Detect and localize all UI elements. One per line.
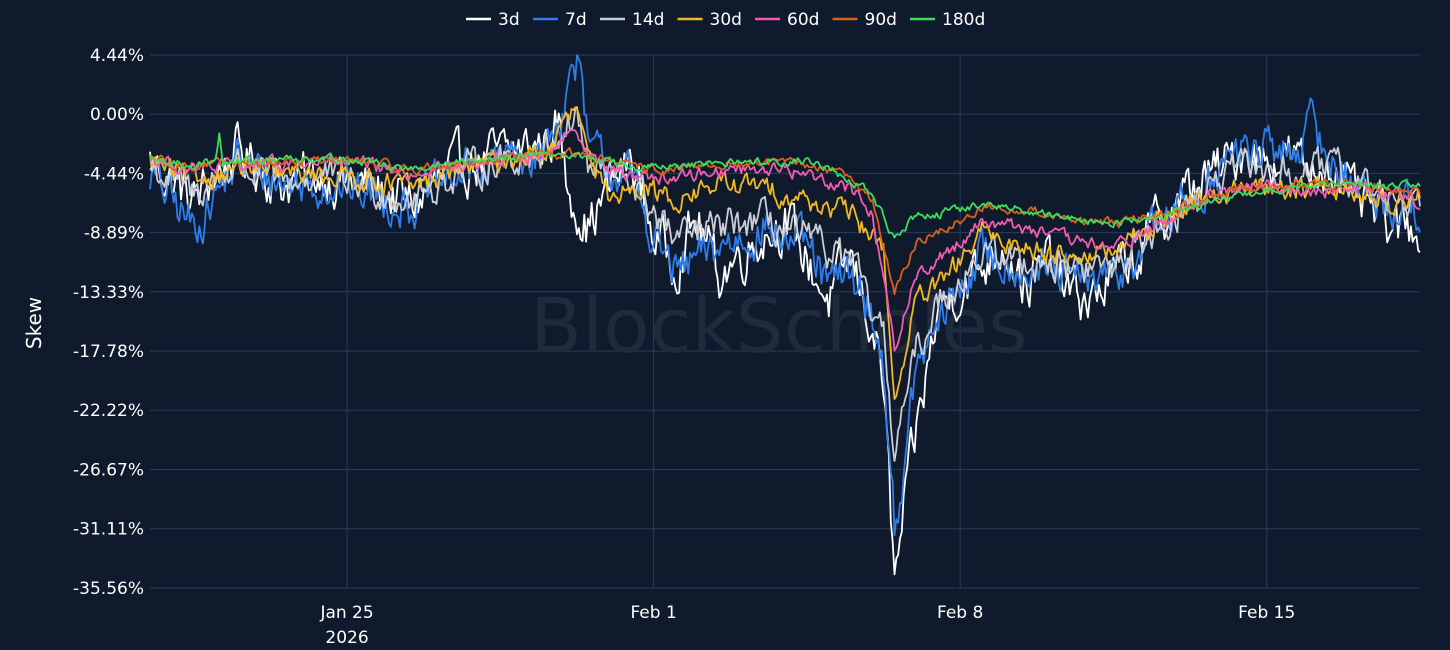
legend-label: 60d: [787, 10, 819, 30]
legend-item-30d[interactable]: 30d: [677, 10, 742, 30]
legend-label: 3d: [498, 10, 520, 30]
y-tick-label: -22.22%: [73, 401, 144, 421]
y-axis: 4.44% 0.00% -4.44% -8.89% -13.33% -17.78% -22.…: [73, 46, 144, 599]
series-line-90d: [149, 147, 1421, 296]
y-tick-label: -8.89%: [84, 224, 144, 244]
legend-item-60d[interactable]: 60d: [755, 10, 819, 30]
x-tick-label: Feb 8: [937, 603, 983, 623]
legend-label: 14d: [632, 10, 664, 30]
legend-item-14d[interactable]: 14d: [600, 10, 664, 30]
legend-item-3d[interactable]: 3d: [466, 10, 520, 30]
y-axis-title: Skew: [22, 297, 46, 349]
series-line-60d: [149, 129, 1421, 352]
x-tick-label: Feb 1: [630, 603, 676, 623]
legend-label: 30d: [710, 10, 742, 30]
x-axis: Jan 25 2026 Feb 1 Feb 8 Feb 15: [319, 603, 1295, 648]
legend-item-180d[interactable]: 180d: [910, 10, 985, 30]
legend-label: 180d: [942, 10, 985, 30]
legend-label: 90d: [865, 10, 897, 30]
y-tick-label: -35.56%: [73, 579, 144, 599]
legend: 3d 7d 14d 30d 60d 90d 180d: [466, 10, 985, 30]
y-tick-label: 4.44%: [90, 46, 144, 66]
legend-label: 7d: [565, 10, 587, 30]
x-tick-sublabel: 2026: [325, 628, 368, 648]
series-line-180d: [149, 132, 1421, 239]
y-tick-label: -4.44%: [84, 164, 144, 184]
x-tick-label: Jan 25: [319, 603, 373, 623]
y-tick-label: -26.67%: [73, 461, 144, 481]
series-lines: [149, 54, 1421, 576]
legend-item-90d[interactable]: 90d: [832, 10, 897, 30]
y-tick-label: -13.33%: [73, 283, 144, 303]
series-line-3d: [149, 109, 1421, 576]
y-tick-label: 0.00%: [90, 105, 144, 125]
y-tick-label: -17.78%: [73, 342, 144, 362]
y-tick-label: -31.11%: [73, 520, 144, 540]
legend-item-7d[interactable]: 7d: [533, 10, 587, 30]
x-tick-label: Feb 15: [1238, 603, 1295, 623]
series-line-14d: [149, 106, 1421, 462]
